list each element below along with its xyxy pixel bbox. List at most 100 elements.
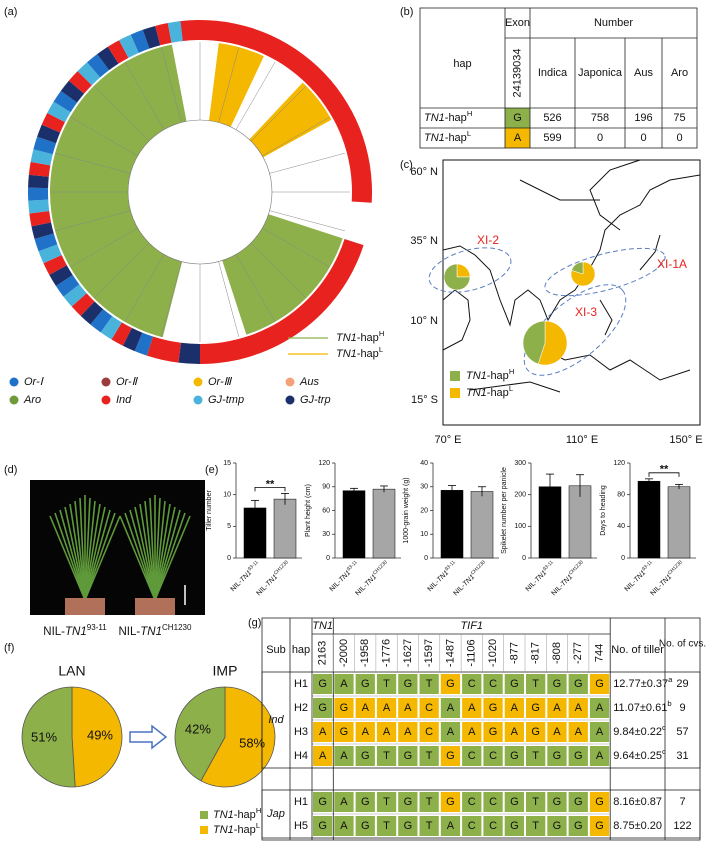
allele: A [362,726,370,738]
allele-cell [568,746,588,766]
y-tick-label: 100 [514,523,526,530]
photo-label: NIL-TN193-11 [43,623,107,638]
allele: G [318,820,327,832]
legend-text: TN1-hapH [466,367,514,382]
plant-leaf [154,503,171,601]
tree-branch [55,210,131,232]
panel-label: (a) [4,6,17,18]
allele: A [447,820,455,832]
legend-text: Or-Ⅲ [208,376,233,388]
legend-text: Aro [23,394,41,406]
plant-leaf [134,506,156,601]
legend-dot [9,395,19,405]
legend-text: TN1-hapH [336,329,384,344]
ring-segment [29,211,52,227]
text-part: -hap [445,132,467,144]
allele: G [404,678,413,690]
allele-cell [398,816,418,836]
y-tick-label: 60 [322,507,330,514]
y-tick-label: 40 [420,460,428,467]
position-label: -1106 [466,639,478,666]
y-axis-label: Days to heading [600,485,607,536]
allele-cell [355,674,375,694]
allele: A [553,726,561,738]
legend-dot [193,377,203,387]
allele-cell [462,746,482,766]
text-part: L [256,821,261,830]
allele: G [361,750,370,762]
coastline [469,381,561,393]
allele-cell [568,722,588,742]
y-axis-label: Tiller number [206,490,213,531]
sig-bracket [648,472,680,477]
pie-slice [537,320,568,366]
region-ellipse [428,247,512,293]
map [443,160,700,393]
allele-cell [462,816,482,836]
text-part: H [467,109,473,118]
text-part: H [509,367,515,376]
tree-branch [269,152,345,174]
bar [637,480,661,559]
table-cell: G [513,112,522,124]
ring-segment [130,29,150,53]
allele: T [426,678,433,690]
legend-text: TN1-hapL [466,384,514,399]
allele: T [426,796,433,808]
text-part: TN1 [466,387,487,399]
allele-cell [355,722,375,742]
coastline [639,234,661,271]
ring-segment [60,80,85,103]
error-bar [546,473,554,500]
cvs-value: 9 [679,702,685,714]
allele-cell [419,746,439,766]
allele-cell [526,698,546,718]
allele-cell [313,722,333,742]
allele-cell [355,698,375,718]
bar [440,490,464,559]
allele-cell [589,698,610,718]
allele-cell [334,816,354,836]
legend-dot [285,377,295,387]
text-part: 93-11 [87,623,108,632]
text-part: CH1230 [162,623,192,632]
allele-cell [547,816,567,836]
allele-cell [440,746,461,766]
allele-cell [355,792,375,812]
text-part: 93-11 [542,559,555,572]
plant-leaf [69,503,86,601]
text-part: -hap [234,824,256,836]
text-part: 12.77±0.37 [613,678,668,690]
allele: A [340,820,348,832]
y-tick-label: 0 [326,555,330,562]
allele-cell [526,722,546,742]
y-tick-label: 0 [424,555,428,562]
error-bar [645,478,653,484]
allele: A [319,726,327,738]
allele: G [553,750,562,762]
y-tick-label: 20 [420,507,428,514]
x-tick-label: NIL-TN193-11 [523,559,557,593]
ring-segment [122,327,143,352]
plant-leaf [84,506,106,601]
ring-segment [28,174,49,189]
allele-cell [376,674,397,694]
plant-leaf [84,512,116,601]
allele: G [510,750,519,762]
allele-cell [376,698,397,718]
allele: G [489,726,498,738]
map-frame [442,159,701,426]
allele-cell [462,698,482,718]
table-header: No. of tiller [611,644,664,656]
panel-label: (g) [248,617,261,629]
allele: G [595,678,604,690]
allele: A [596,726,604,738]
allele: A [362,702,370,714]
table-cell: 526 [543,112,561,124]
hap-label: H5 [294,820,308,832]
text-part: NIL- [43,626,65,638]
exon-cell [505,128,530,148]
coastline [544,349,691,381]
y-tick-label: 80 [617,492,625,499]
